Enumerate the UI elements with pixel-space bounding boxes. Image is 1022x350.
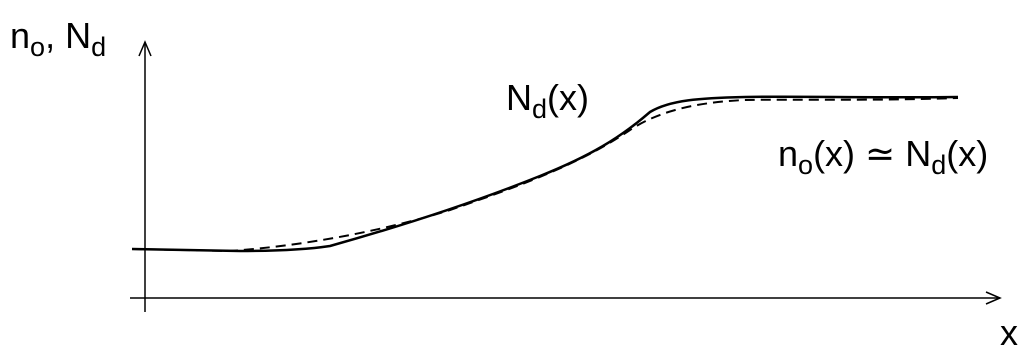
curve-no-label: no(x) ≃ Nd(x) <box>778 133 988 180</box>
curve-no-dashed <box>131 97 959 253</box>
x-axis-label: x <box>1000 312 1018 350</box>
y-axis-arrowhead <box>138 40 152 57</box>
x-axis-arrowhead <box>985 291 1002 305</box>
curve-nd-label: Nd(x) <box>506 77 589 124</box>
y-axis-label: no, Nd <box>10 15 106 62</box>
